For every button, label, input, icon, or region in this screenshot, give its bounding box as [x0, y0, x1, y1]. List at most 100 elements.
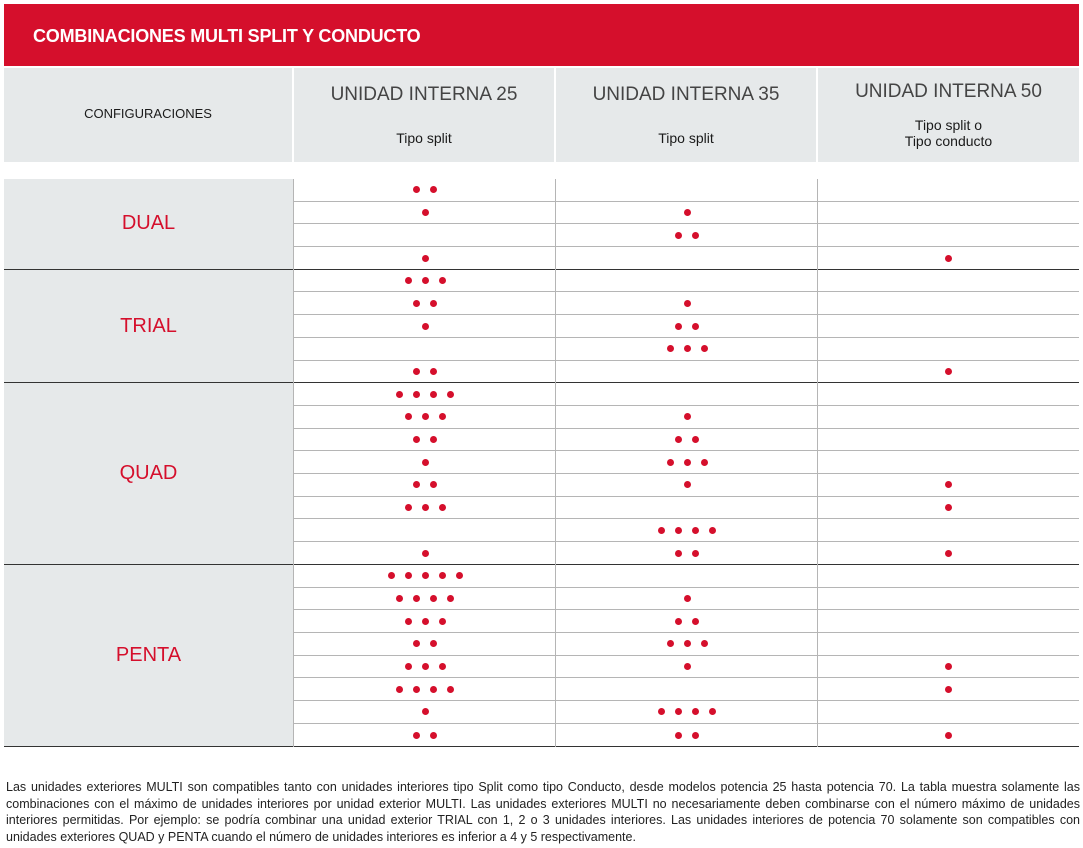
table-title: COMBINACIONES MULTI SPLIT Y CONDUCTO: [33, 26, 421, 46]
table-cell: [818, 338, 1079, 361]
unit-dot: [430, 640, 437, 648]
unit-dot: [945, 663, 952, 671]
table-cell: [818, 179, 1079, 202]
unit-dot: [692, 731, 699, 739]
table-cell: [818, 451, 1079, 475]
unit-dot: [675, 436, 682, 444]
table-cell: [294, 179, 556, 202]
table-cell: [818, 383, 1079, 406]
unit-dot: [430, 436, 437, 444]
config-label: CONFIGURACIONES: [84, 106, 212, 121]
unit-dot: [430, 594, 437, 602]
unit-dot: [438, 663, 446, 671]
table-cell: [556, 202, 818, 225]
unit-dot: [700, 345, 708, 353]
table-cell: [556, 406, 818, 429]
unit-dot: [945, 685, 952, 693]
column-divider: [293, 179, 294, 747]
unit-dot: [413, 368, 420, 376]
table-cell: [556, 361, 818, 384]
table-cell: [818, 361, 1079, 384]
unit-dot: [438, 504, 446, 512]
group-divider: [4, 745, 1079, 747]
table-cell: [818, 497, 1079, 520]
group-label-dual: DUAL: [4, 179, 293, 270]
unit-dot: [692, 436, 699, 444]
unit-dot: [413, 299, 420, 307]
table-cell: [294, 610, 556, 633]
table-cell: [818, 247, 1079, 270]
group-label-trial: TRIAL: [4, 269, 293, 384]
table-cell: [818, 633, 1079, 656]
unit-dot: [692, 526, 699, 534]
group-name: TRIAL: [120, 314, 177, 337]
unit-dot: [430, 299, 437, 307]
unit-dot: [421, 550, 429, 558]
unit-dot: [404, 413, 412, 421]
table-cell: [556, 451, 818, 475]
unit-dot: [413, 640, 420, 648]
table-cell: [294, 633, 556, 656]
unit-dot: [430, 481, 437, 489]
unit-dot: [666, 345, 674, 353]
table-cell: [294, 724, 556, 747]
group-divider: [4, 268, 1079, 270]
group-divider: [4, 563, 1079, 565]
unit-dot: [683, 345, 691, 353]
column-divider: [817, 179, 818, 747]
unit-dot: [421, 254, 429, 262]
unit-dot: [421, 458, 429, 466]
unit-dot: [421, 322, 429, 330]
unit-dot: [683, 209, 691, 217]
table-cell: [294, 542, 556, 565]
table-cell: [818, 474, 1079, 497]
unit-dot: [396, 390, 403, 398]
unit-dot: [675, 322, 682, 330]
table-cell: [294, 383, 556, 406]
column-name: UNIDAD INTERNA 35: [592, 84, 780, 105]
table-cell: [294, 678, 556, 702]
unit-dot: [387, 572, 395, 580]
unit-dot: [447, 685, 454, 693]
table-cell: [818, 678, 1079, 702]
unit-dot: [692, 708, 699, 716]
column-type: Tipo split: [396, 130, 452, 146]
table-cell: [556, 588, 818, 611]
unit-dot: [430, 390, 437, 398]
table-cell: [294, 247, 556, 270]
table-cell: [818, 656, 1079, 679]
table-cell: [556, 270, 818, 293]
unit-dot: [430, 186, 437, 194]
table-cell: [294, 315, 556, 338]
unit-dot: [945, 731, 952, 739]
unit-dot: [447, 390, 454, 398]
unit-dot: [945, 550, 952, 558]
unit-dot: [421, 504, 429, 512]
column-type: Tipo split: [658, 130, 714, 146]
unit-dot: [692, 550, 699, 558]
header-configuraciones: CONFIGURACIONES: [4, 68, 292, 162]
column-type: Tipo split o Tipo conducto: [904, 117, 993, 149]
table-cell: [556, 497, 818, 520]
table-cell: [294, 361, 556, 384]
group-name: PENTA: [115, 643, 182, 666]
table-cell: [294, 565, 556, 588]
table-cell: [818, 202, 1079, 225]
unit-dot: [675, 526, 682, 534]
unit-dot: [683, 299, 691, 307]
table-cell: [556, 565, 818, 588]
unit-dot: [709, 526, 716, 534]
unit-dot: [413, 594, 420, 602]
unit-dot: [675, 617, 682, 625]
table-cell: [294, 338, 556, 361]
table-cell: [294, 429, 556, 452]
unit-dot: [421, 572, 429, 580]
table-cell: [556, 678, 818, 702]
table-cell: [818, 610, 1079, 633]
group-label-penta: PENTA: [4, 564, 293, 747]
unit-dot: [430, 685, 437, 693]
header-unidad-25: UNIDAD INTERNA 25 Tipo split: [294, 68, 554, 162]
table-cell: [818, 724, 1079, 747]
unit-dot: [455, 572, 463, 580]
unit-dot: [692, 231, 699, 239]
